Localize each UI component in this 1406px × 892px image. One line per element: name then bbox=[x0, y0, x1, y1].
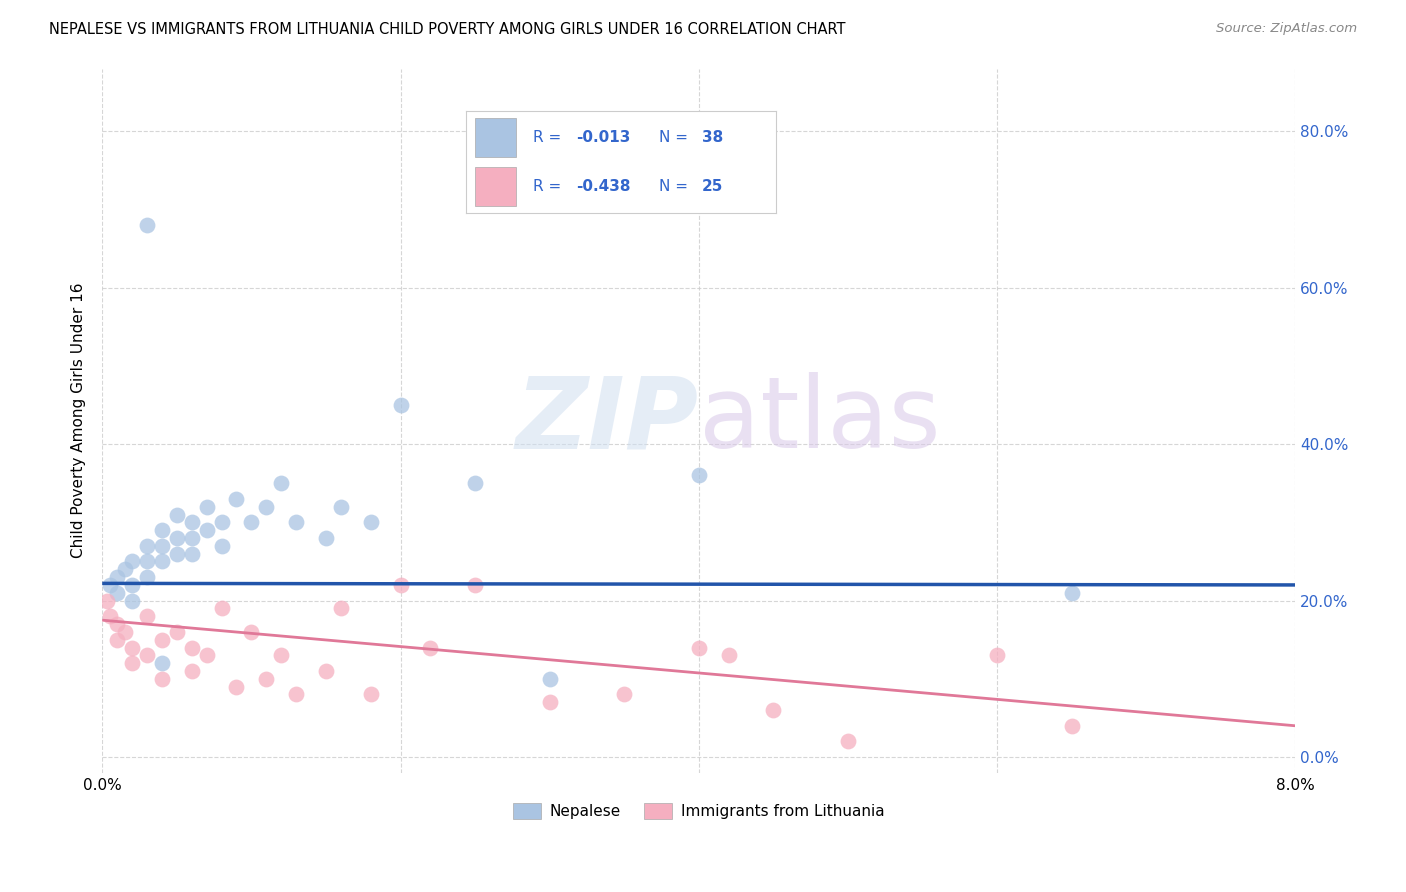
Point bbox=[464, 476, 486, 491]
Point bbox=[121, 554, 143, 568]
Point bbox=[121, 578, 143, 592]
Text: Source: ZipAtlas.com: Source: ZipAtlas.com bbox=[1216, 22, 1357, 36]
Point bbox=[270, 648, 292, 663]
Point bbox=[136, 648, 159, 663]
Point bbox=[254, 500, 277, 514]
Point bbox=[136, 539, 159, 553]
Point bbox=[195, 648, 218, 663]
Point bbox=[254, 672, 277, 686]
Text: atlas: atlas bbox=[699, 372, 941, 469]
Point bbox=[464, 578, 486, 592]
Point bbox=[150, 672, 173, 686]
Point bbox=[1060, 586, 1083, 600]
Point bbox=[121, 640, 143, 655]
Point bbox=[150, 539, 173, 553]
Point bbox=[195, 500, 218, 514]
Point bbox=[329, 500, 352, 514]
Point bbox=[105, 617, 128, 632]
Point bbox=[180, 516, 202, 530]
Point bbox=[150, 632, 173, 647]
Point bbox=[105, 632, 128, 647]
Point bbox=[285, 516, 308, 530]
Point bbox=[315, 664, 337, 678]
Point bbox=[136, 570, 159, 584]
Point bbox=[329, 601, 352, 615]
Point bbox=[105, 586, 128, 600]
Point bbox=[98, 609, 121, 624]
Point bbox=[1060, 719, 1083, 733]
Point bbox=[762, 703, 785, 717]
Text: NEPALESE VS IMMIGRANTS FROM LITHUANIA CHILD POVERTY AMONG GIRLS UNDER 16 CORRELA: NEPALESE VS IMMIGRANTS FROM LITHUANIA CH… bbox=[49, 22, 846, 37]
Point bbox=[166, 624, 188, 639]
Point bbox=[195, 523, 218, 537]
Point bbox=[285, 688, 308, 702]
Point bbox=[150, 554, 173, 568]
Point bbox=[538, 695, 561, 709]
Y-axis label: Child Poverty Among Girls Under 16: Child Poverty Among Girls Under 16 bbox=[72, 283, 86, 558]
Point bbox=[166, 531, 188, 545]
Point bbox=[419, 640, 441, 655]
Point bbox=[121, 656, 143, 670]
Point bbox=[136, 554, 159, 568]
Point bbox=[360, 516, 382, 530]
Point bbox=[717, 648, 740, 663]
Point bbox=[225, 680, 247, 694]
Point bbox=[211, 516, 233, 530]
Point bbox=[688, 468, 710, 483]
Point bbox=[538, 672, 561, 686]
Point bbox=[166, 547, 188, 561]
Point bbox=[315, 531, 337, 545]
Point bbox=[180, 640, 202, 655]
Text: ZIP: ZIP bbox=[516, 372, 699, 469]
Point bbox=[98, 578, 121, 592]
Point bbox=[114, 624, 136, 639]
Point bbox=[150, 523, 173, 537]
Point bbox=[360, 688, 382, 702]
Point bbox=[986, 648, 1008, 663]
Point bbox=[225, 491, 247, 506]
Point bbox=[166, 508, 188, 522]
Point bbox=[136, 218, 159, 232]
Point bbox=[389, 398, 412, 412]
Point bbox=[270, 476, 292, 491]
Point bbox=[180, 547, 202, 561]
Point bbox=[240, 516, 263, 530]
Point bbox=[180, 531, 202, 545]
Point bbox=[96, 593, 118, 607]
Point bbox=[389, 578, 412, 592]
Point bbox=[613, 688, 636, 702]
Point bbox=[211, 601, 233, 615]
Point bbox=[837, 734, 859, 748]
Point bbox=[688, 640, 710, 655]
Point bbox=[136, 609, 159, 624]
Point bbox=[105, 570, 128, 584]
Point bbox=[150, 656, 173, 670]
Point bbox=[240, 624, 263, 639]
Point bbox=[211, 539, 233, 553]
Point bbox=[180, 664, 202, 678]
Point bbox=[121, 593, 143, 607]
Legend: Nepalese, Immigrants from Lithuania: Nepalese, Immigrants from Lithuania bbox=[508, 797, 890, 825]
Point bbox=[114, 562, 136, 576]
